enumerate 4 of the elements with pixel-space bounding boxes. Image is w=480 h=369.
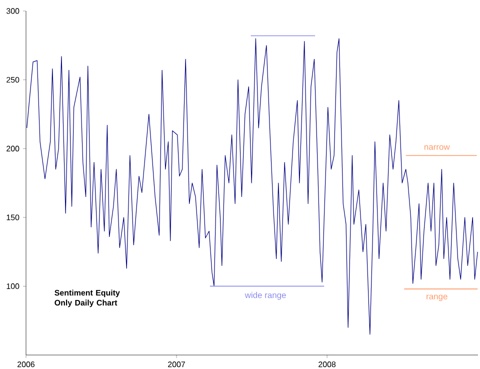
annotation: narrow — [424, 145, 450, 150]
annotation: wide range — [244, 292, 286, 300]
line-series — [26, 38, 478, 335]
annotation: range — [426, 294, 448, 302]
